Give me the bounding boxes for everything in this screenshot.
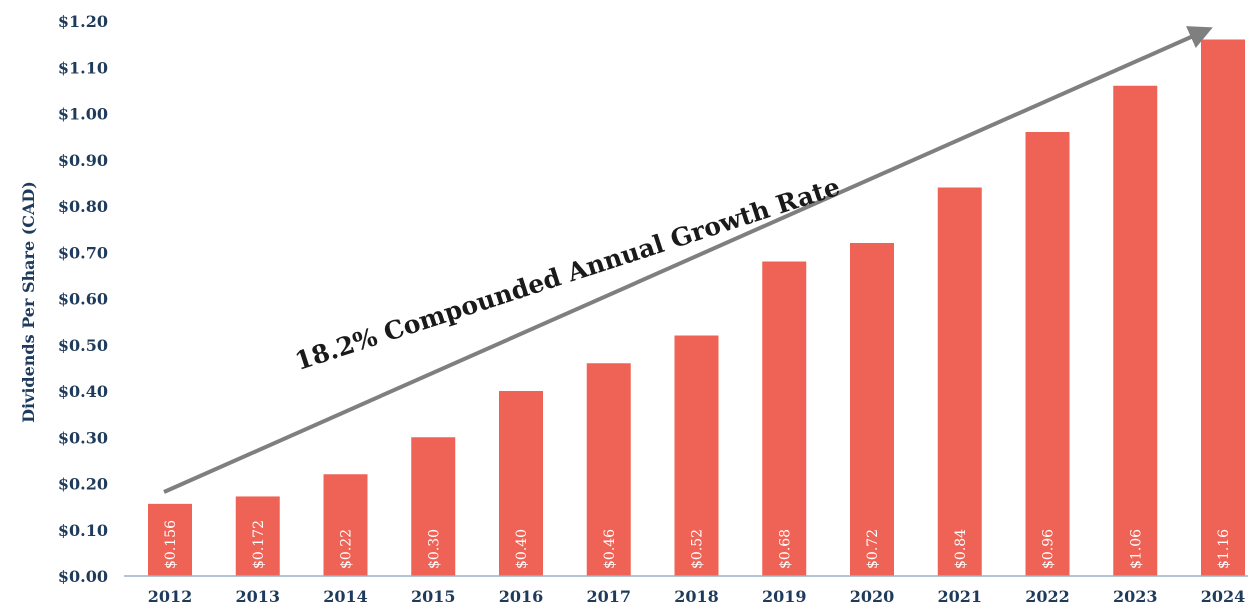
data-label-2020: $0.72 [865,529,881,569]
bar-2016 [499,391,543,576]
y-tick-label: $0.00 [58,567,108,586]
data-label-2016: $0.40 [514,529,530,569]
x-tick-label: 2019 [762,587,807,606]
y-tick-label: $1.10 [58,58,108,77]
y-tick-label: $0.60 [58,290,108,309]
bar-2015 [411,437,456,576]
data-labels-group: $0.156 $0.172 $0.22 $0.30 $0.40 $0.46 $0.52 $0.… [163,520,1232,569]
y-tick-label: $1.20 [58,12,108,31]
growth-arrow [163,26,1213,494]
bar-2014 [323,474,368,576]
y-tick-label: $0.50 [58,336,108,355]
bar-2021 [937,187,982,576]
x-tick-label: 2012 [148,587,193,606]
y-tick-label: $0.40 [58,382,108,401]
bar-2019 [762,261,807,576]
x-tick-label: 2015 [411,587,456,606]
x-tick-label: 2021 [937,587,982,606]
data-label-2019: $0.68 [777,529,793,569]
data-label-2017: $0.46 [602,529,618,569]
x-tick-label: 2022 [1025,587,1070,606]
y-axis-title: Dividends Per Share (CAD) [19,181,38,423]
data-label-2013: $0.172 [251,520,267,569]
bar-2023 [1113,85,1158,576]
y-tick-label: $0.70 [58,243,108,262]
bars-group [148,39,1245,576]
y-tick-label: $0.80 [58,197,108,216]
data-label-2018: $0.52 [690,529,706,569]
data-label-2022: $0.96 [1041,529,1057,569]
data-label-2012: $0.156 [163,520,179,569]
x-tick-label: 2020 [850,587,895,606]
bar-2024 [1201,39,1245,576]
y-tick-label: $0.90 [58,151,108,170]
bar-2018 [674,335,719,576]
data-label-2023: $1.06 [1128,529,1144,569]
y-tick-label: $0.10 [58,521,108,540]
bar-2012 [148,503,192,576]
y-axis-ticks: $0.00 $0.10 $0.20 $0.30 $0.40 $0.50 $0.60 $0.70… [58,12,108,586]
x-tick-label: 2023 [1113,587,1158,606]
x-tick-label: 2016 [499,587,544,606]
x-tick-label: 2018 [674,587,719,606]
x-axis-ticks: 2012 2013 2014 2015 2016 2017 2018 2019 2020 2021… [148,587,1246,606]
bar-2020 [850,243,894,576]
bar-2022 [1025,132,1070,576]
x-tick-label: 2013 [235,587,280,606]
x-tick-label: 2024 [1201,587,1246,606]
data-label-2014: $0.22 [339,529,355,569]
y-tick-label: $1.00 [58,105,108,124]
x-tick-label: 2014 [323,587,368,606]
bar-2013 [235,496,280,576]
data-label-2015: $0.30 [426,529,442,569]
y-tick-label: $0.30 [58,428,108,447]
growth-annotation: 18.2% Compounded Annual Growth Rate [291,172,843,376]
data-label-2021: $0.84 [953,529,969,569]
data-label-2024: $1.16 [1216,529,1232,569]
x-tick-label: 2017 [586,587,631,606]
y-tick-label: $0.20 [58,475,108,494]
bar-2017 [586,363,631,576]
